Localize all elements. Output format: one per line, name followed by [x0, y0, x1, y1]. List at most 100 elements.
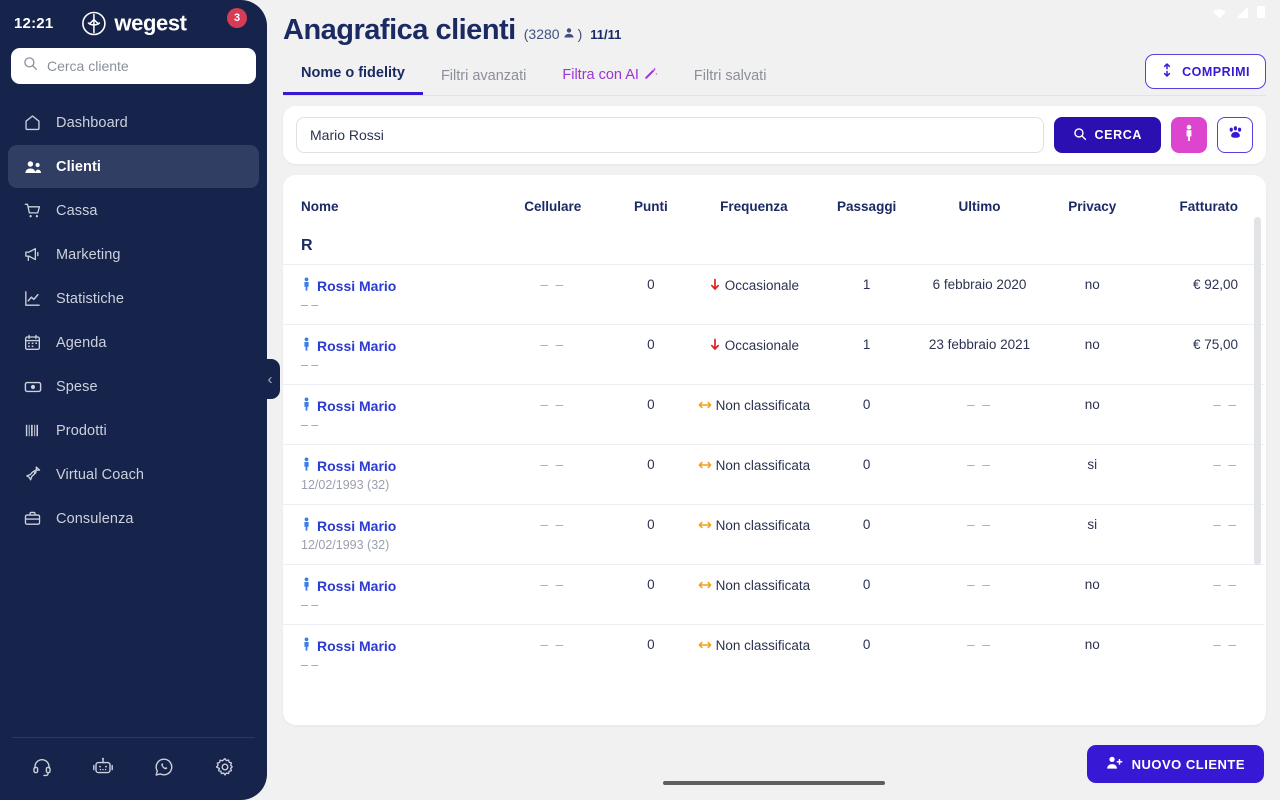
person-icon: [301, 517, 312, 534]
cell-nome[interactable]: Rossi Mario 12/02/1993 (32): [283, 504, 499, 565]
client-name-link[interactable]: Rossi Mario: [301, 457, 499, 474]
gear-icon[interactable]: [212, 754, 238, 780]
client-name: Rossi Mario: [317, 337, 397, 354]
cell-nome[interactable]: Rossi Mario – –: [283, 624, 499, 684]
table-row[interactable]: Rossi Mario – – – –0 Occasionale 1 6 febbraio…: [283, 264, 1264, 325]
frequency-arrow-icon: [709, 338, 721, 354]
sidebar-item-label: Marketing: [56, 246, 121, 263]
cell-privacy: si: [1038, 444, 1147, 505]
briefcase-icon: [22, 508, 43, 529]
column-header-punti[interactable]: Punti: [633, 199, 668, 214]
table-row[interactable]: Rossi Mario – – – –0 Non classificata 0– – no…: [283, 624, 1264, 684]
cell-fatturato: – –: [1146, 384, 1264, 445]
robot-icon[interactable]: [90, 754, 116, 780]
cell-fatturato: – –: [1146, 564, 1264, 625]
cell-privacy: si: [1038, 504, 1147, 565]
cell-punti: 0: [606, 324, 695, 385]
column-header-ultimo[interactable]: Ultimo: [958, 199, 1001, 214]
rocket-icon: [22, 464, 43, 485]
sidebar-item-consulenza[interactable]: Consulenza: [8, 497, 259, 540]
sidebar-item-marketing[interactable]: Marketing: [8, 233, 259, 276]
table-row[interactable]: Rossi Mario – – – –0 Occasionale 1 23 febbrai…: [283, 324, 1264, 385]
cell-passaggi: 0: [812, 384, 921, 445]
person-icon: [301, 457, 312, 474]
collapse-vertical-icon: [1161, 63, 1173, 80]
sidebar-item-dashboard[interactable]: Dashboard: [8, 101, 259, 144]
cell-privacy: no: [1038, 264, 1147, 325]
column-header-cellulare[interactable]: Cellulare: [524, 199, 582, 214]
cell-fatturato: – –: [1146, 444, 1264, 505]
sidebar-item-label: Dashboard: [56, 114, 128, 131]
cell-nome[interactable]: Rossi Mario – –: [283, 264, 499, 325]
client-birthdate: – –: [301, 658, 319, 672]
users-icon: [22, 156, 43, 177]
cell-nome[interactable]: Rossi Mario 12/02/1993 (32): [283, 444, 499, 505]
sidebar-search-input[interactable]: Cerca cliente: [11, 48, 256, 84]
cell-passaggi: 1: [812, 264, 921, 325]
client-birthdate: – –: [301, 298, 319, 312]
sidebar-item-spese[interactable]: Spese: [8, 365, 259, 408]
cell-fatturato: € 75,00: [1146, 324, 1264, 385]
client-name-link[interactable]: Rossi Mario: [301, 517, 499, 534]
cell-ultimo: 23 febbraio 2021: [920, 324, 1039, 385]
cell-frequenza: Non classificata: [695, 384, 813, 445]
column-header-privacy[interactable]: Privacy: [1068, 199, 1117, 214]
tab-filtra-con-ai[interactable]: Filtra con AI: [544, 58, 676, 95]
frequency-arrow-icon: [709, 278, 721, 294]
pet-filter-button[interactable]: [1217, 117, 1253, 153]
frequency-label: Non classificata: [715, 518, 811, 533]
tab-filtri-salvati[interactable]: Filtri salvati: [676, 60, 785, 95]
table-body: R Rossi Mario – – – –0 Occasionale 1 6 febbra…: [283, 228, 1264, 684]
table-scrollbar[interactable]: [1254, 217, 1261, 565]
table-row[interactable]: Rossi Mario – – – –0 Non classificata 0– – no…: [283, 384, 1264, 445]
sparkle-wand-icon: [644, 66, 658, 84]
sidebar-item-agenda[interactable]: Agenda: [8, 321, 259, 364]
person-icon: [301, 337, 312, 354]
cell-nome[interactable]: Rossi Mario – –: [283, 324, 499, 385]
client-name-link[interactable]: Rossi Mario: [301, 637, 499, 654]
column-header-nome[interactable]: Nome: [301, 199, 339, 214]
paw-icon: [1227, 124, 1244, 146]
client-name-link[interactable]: Rossi Mario: [301, 277, 499, 294]
frequency-arrow-icon: [698, 579, 712, 594]
column-header-fatturato[interactable]: Fatturato: [1179, 199, 1239, 214]
headset-icon[interactable]: [29, 754, 55, 780]
sidebar-item-label: Spese: [56, 378, 98, 395]
cell-frequenza: Non classificata: [695, 624, 813, 684]
sidebar-collapse-handle[interactable]: ‹: [260, 359, 280, 399]
notification-badge[interactable]: 3: [227, 8, 247, 28]
search-input[interactable]: [296, 117, 1044, 153]
search-icon: [23, 56, 38, 76]
column-header-frequenza[interactable]: Frequenza: [720, 199, 788, 214]
person-icon: [301, 637, 312, 654]
cell-passaggi: 0: [812, 624, 921, 684]
sidebar-item-prodotti[interactable]: Prodotti: [8, 409, 259, 452]
table-row[interactable]: Rossi Mario 12/02/1993 (32) – –0 Non classi…: [283, 444, 1264, 505]
client-name-link[interactable]: Rossi Mario: [301, 577, 499, 594]
whatsapp-icon[interactable]: [151, 754, 177, 780]
cell-nome[interactable]: Rossi Mario – –: [283, 384, 499, 445]
tab-nome-o-fidelity[interactable]: Nome o fidelity: [283, 57, 423, 95]
table-row[interactable]: Rossi Mario – – – –0 Non classificata 0– – no…: [283, 564, 1264, 625]
sidebar-item-clienti[interactable]: Clienti: [8, 145, 259, 188]
tab-filtri-avanzati[interactable]: Filtri avanzati: [423, 60, 544, 95]
cell-privacy: no: [1038, 324, 1147, 385]
column-header-passaggi[interactable]: Passaggi: [837, 199, 897, 214]
sidebar-item-virtual-coach[interactable]: Virtual Coach: [8, 453, 259, 496]
comprimi-button[interactable]: COMPRIMI: [1145, 54, 1266, 89]
client-name-link[interactable]: Rossi Mario: [301, 337, 499, 354]
client-name-link[interactable]: Rossi Mario: [301, 397, 499, 414]
table-row[interactable]: Rossi Mario 12/02/1993 (32) – –0 Non classi…: [283, 504, 1264, 565]
client-name: Rossi Mario: [317, 277, 397, 294]
nuovo-cliente-button[interactable]: NUOVO CLIENTE: [1086, 745, 1264, 783]
cell-ultimo: – –: [920, 504, 1039, 565]
cell-fatturato: – –: [1146, 504, 1264, 565]
person-filter-button[interactable]: [1171, 117, 1207, 153]
sidebar-item-cassa[interactable]: Cassa: [8, 189, 259, 232]
cell-nome[interactable]: Rossi Mario – –: [283, 564, 499, 625]
sidebar-item-statistiche[interactable]: Statistiche: [8, 277, 259, 320]
clients-table-card: Nome Cellulare Punti Frequenza Passaggi …: [283, 175, 1266, 725]
cell-punti: 0: [606, 624, 695, 684]
cerca-button[interactable]: CERCA: [1053, 117, 1161, 153]
